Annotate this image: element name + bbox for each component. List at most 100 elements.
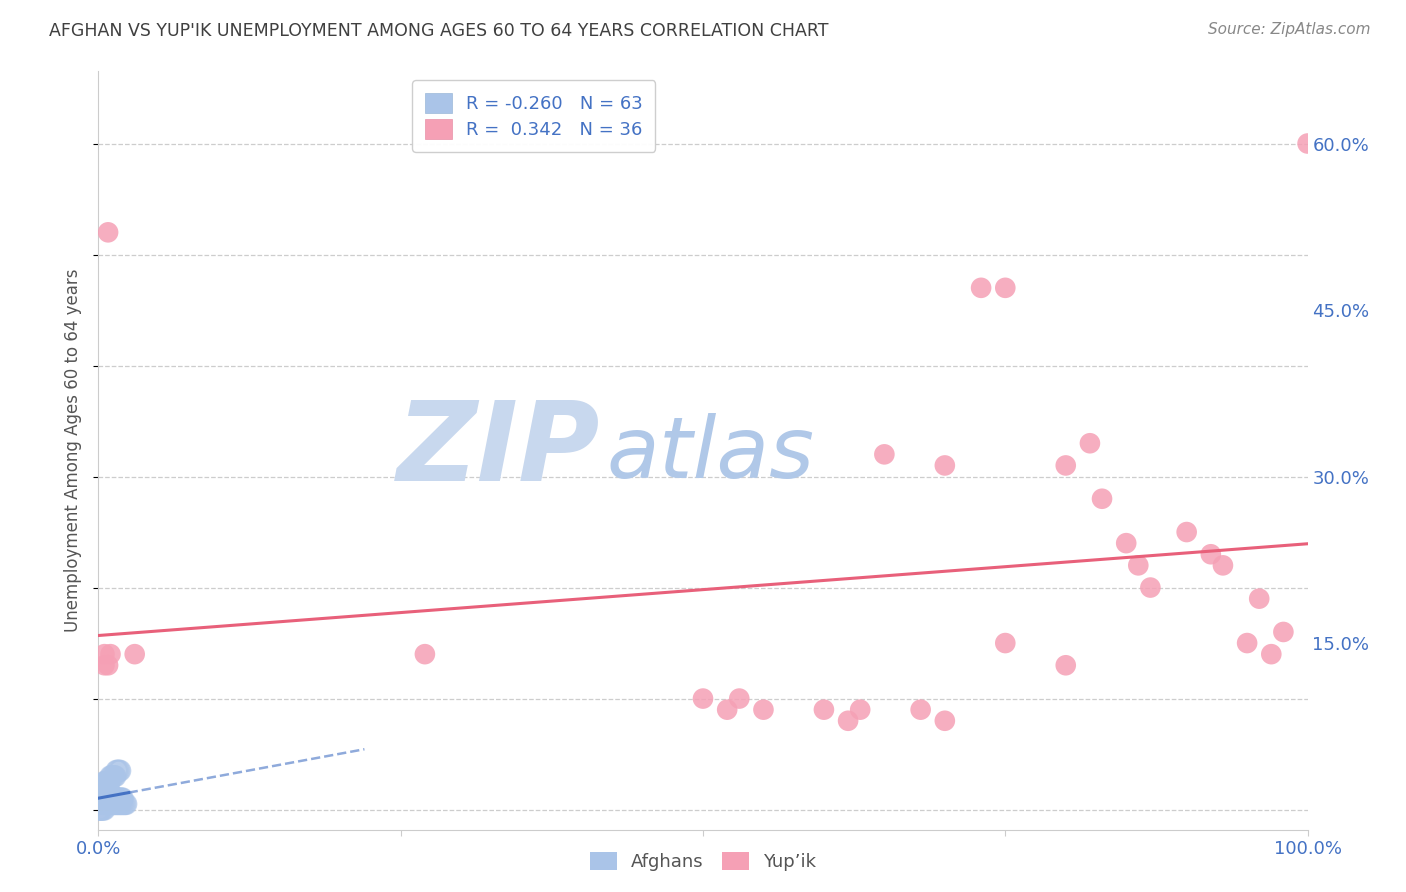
- Point: [91, 780, 114, 795]
- Point: [114, 797, 136, 811]
- Point: [1236, 636, 1258, 650]
- Point: [90, 803, 112, 817]
- Point: [1054, 658, 1077, 673]
- Point: [1078, 436, 1101, 450]
- Text: AFGHAN VS YUP'IK UNEMPLOYMENT AMONG AGES 60 TO 64 YEARS CORRELATION CHART: AFGHAN VS YUP'IK UNEMPLOYMENT AMONG AGES…: [49, 22, 828, 40]
- Point: [101, 797, 124, 811]
- Point: [97, 791, 120, 805]
- Point: [1199, 547, 1222, 561]
- Point: [100, 786, 122, 800]
- Point: [108, 791, 131, 805]
- Point: [1091, 491, 1114, 506]
- Point: [104, 769, 127, 783]
- Point: [93, 774, 115, 789]
- Point: [105, 764, 128, 778]
- Point: [111, 791, 134, 805]
- Point: [1212, 558, 1234, 573]
- Point: [89, 803, 111, 817]
- Point: [91, 797, 114, 811]
- Point: [103, 797, 125, 811]
- Point: [96, 786, 118, 800]
- Point: [1128, 558, 1150, 573]
- Point: [105, 791, 128, 805]
- Point: [100, 786, 122, 800]
- Point: [100, 769, 122, 783]
- Point: [91, 803, 114, 817]
- Point: [107, 791, 129, 805]
- Point: [98, 797, 121, 811]
- Point: [107, 797, 129, 811]
- Point: [108, 797, 131, 811]
- Point: [100, 791, 122, 805]
- Point: [105, 764, 128, 778]
- Point: [934, 458, 956, 473]
- Point: [96, 797, 118, 811]
- Point: [101, 791, 124, 805]
- Point: [87, 803, 110, 817]
- Point: [994, 636, 1017, 650]
- Point: [1115, 536, 1137, 550]
- Point: [108, 764, 131, 778]
- Point: [101, 797, 124, 811]
- Point: [100, 791, 122, 805]
- Point: [93, 774, 115, 789]
- Text: atlas: atlas: [606, 413, 814, 496]
- Text: Source: ZipAtlas.com: Source: ZipAtlas.com: [1208, 22, 1371, 37]
- Point: [93, 791, 115, 805]
- Point: [115, 797, 138, 811]
- Point: [98, 791, 121, 805]
- Point: [98, 774, 121, 789]
- Point: [108, 791, 131, 805]
- Point: [94, 797, 117, 811]
- Point: [98, 791, 121, 805]
- Point: [104, 797, 127, 811]
- Point: [107, 764, 129, 778]
- Point: [91, 797, 114, 811]
- Point: [101, 769, 124, 783]
- Point: [934, 714, 956, 728]
- Point: [96, 786, 118, 800]
- Point: [115, 797, 138, 811]
- Point: [110, 797, 132, 811]
- Point: [112, 797, 135, 811]
- Point: [91, 803, 114, 817]
- Point: [91, 803, 114, 817]
- Point: [98, 774, 121, 789]
- Point: [93, 647, 115, 661]
- Point: [413, 647, 436, 661]
- Point: [1272, 624, 1295, 639]
- Point: [100, 797, 122, 811]
- Point: [96, 774, 118, 789]
- Y-axis label: Unemployment Among Ages 60 to 64 years: Unemployment Among Ages 60 to 64 years: [65, 268, 83, 632]
- Point: [105, 797, 128, 811]
- Point: [1260, 647, 1282, 661]
- Point: [108, 764, 131, 778]
- Point: [104, 769, 127, 783]
- Point: [837, 714, 859, 728]
- Point: [100, 797, 122, 811]
- Point: [101, 791, 124, 805]
- Point: [110, 791, 132, 805]
- Point: [910, 703, 932, 717]
- Point: [89, 803, 111, 817]
- Point: [100, 791, 122, 805]
- Point: [93, 658, 115, 673]
- Point: [124, 647, 146, 661]
- Point: [103, 797, 125, 811]
- Point: [728, 691, 751, 706]
- Point: [94, 797, 117, 811]
- Point: [96, 791, 118, 805]
- Point: [103, 791, 125, 805]
- Point: [100, 769, 122, 783]
- Point: [91, 780, 114, 795]
- Point: [105, 797, 128, 811]
- Point: [101, 769, 124, 783]
- Point: [97, 658, 120, 673]
- Point: [100, 797, 122, 811]
- Point: [97, 774, 120, 789]
- Point: [90, 803, 112, 817]
- Point: [114, 797, 136, 811]
- Point: [111, 797, 134, 811]
- Point: [93, 803, 115, 817]
- Point: [103, 769, 125, 783]
